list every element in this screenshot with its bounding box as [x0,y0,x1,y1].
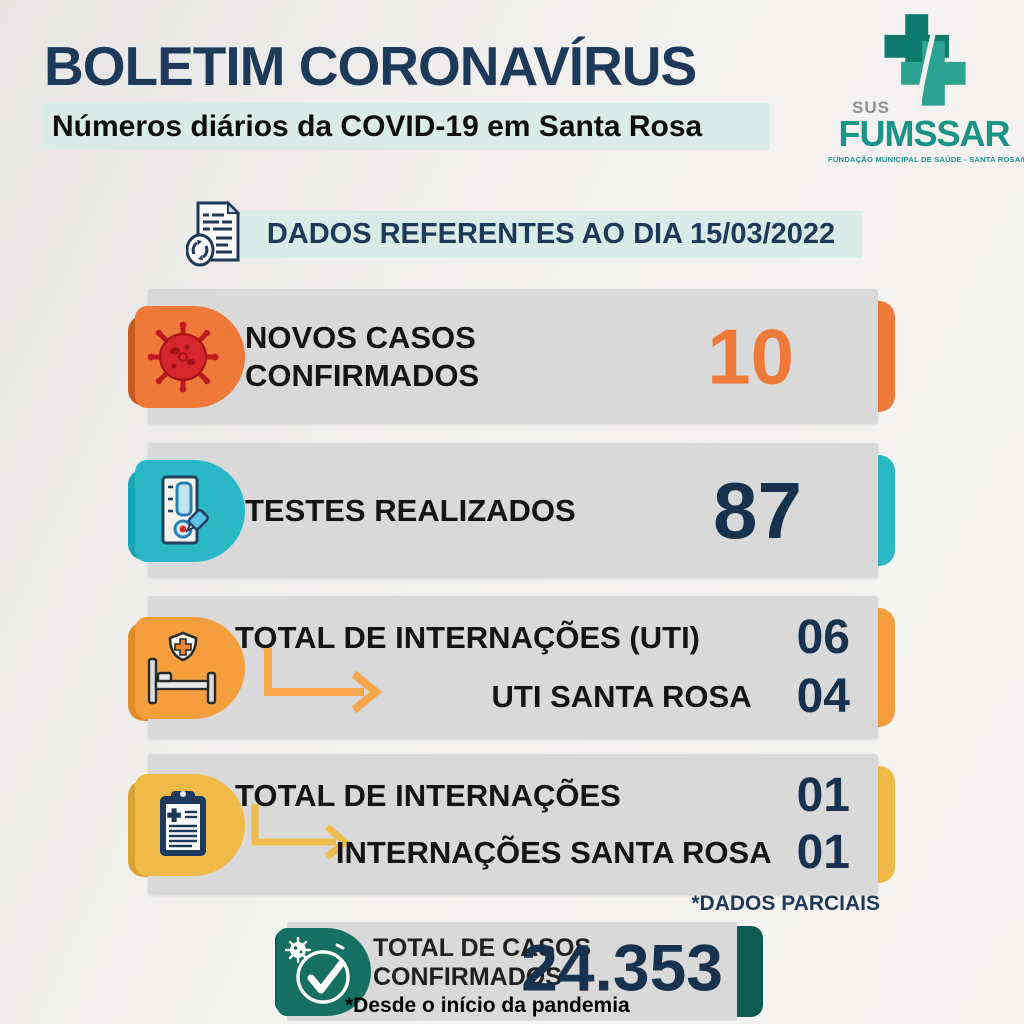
card-row-city: INTERNAÇÕES SANTA ROSA 01 [235,825,850,881]
row-value: 01 [796,769,850,822]
row-label: UTI SANTA ROSA [491,679,752,714]
card-label-line2: CONFIRMADOS [245,357,480,393]
card-novos-casos: NOVOS CASOS CONFIRMADOS 10 [128,289,895,424]
row-value: 04 [796,670,850,723]
card-row-total: TOTAL DE INTERNAÇÕES 01 [235,768,850,824]
card-icon-bump [135,616,245,719]
card-testes: TESTES REALIZADOS 87 [128,443,895,578]
coronavirus-icon [147,321,219,392]
card-internacoes: TOTAL DE INTERNAÇÕES 01 INTERNAÇÕES SANT… [128,754,895,895]
elbow-arrow-icon [264,648,383,714]
card-body: TOTAL DE CASOS CONFIRMADOS *Desde o iníc… [277,922,737,1021]
card-body: TESTES REALIZADOS 87 [135,443,878,578]
card-icon-bump [135,459,245,562]
covid-test-icon [161,475,209,544]
row-label: TOTAL DE INTERNAÇÕES [235,778,621,813]
medical-clipboard-icon [160,790,206,856]
card-body: TOTAL DE INTERNAÇÕES (UTI) 06 UTI SANTA … [135,596,878,739]
card-label: NOVOS CASOS CONFIRMADOS [245,319,479,395]
fumssar-tagline: FUNDAÇÃO MUNICIPAL DE SAÚDE - SANTA ROSA… [828,155,1024,164]
card-label: TESTES REALIZADOS [245,492,576,528]
fumssar-wordmark: FUMSSAR [838,113,1011,154]
total-label: TOTAL DE CASOS CONFIRMADOS [373,934,591,992]
card-value: 10 [707,312,794,400]
total-footnote: *Desde o início da pandemia [345,994,630,1017]
hospital-bed-shield-icon [147,631,217,704]
sus-label: SUS [852,98,890,117]
card-internacoes-uti: TOTAL DE INTERNAÇÕES (UTI) 06 UTI SANTA … [128,596,895,739]
check-circle-virus-icon [285,936,350,1004]
date-banner-label: DADOS REFERENTES AO DIA 15/03/2022 [240,211,862,258]
card-total-casos: TOTAL DE CASOS CONFIRMADOS *Desde o iníc… [275,922,763,1021]
card-icon-bump [277,927,371,1016]
row-value: 01 [796,826,850,879]
partial-data-note: *DADOS PARCIAIS [691,892,880,915]
card-label-line1: NOVOS CASOS [245,319,476,355]
total-value: 24.353 [521,929,723,1004]
row-label: TOTAL DE INTERNAÇÕES (UTI) [235,620,700,655]
card-icon-bump [135,305,245,408]
document-refresh-icon [186,200,241,267]
page-title: BOLETIM CORONAVÍRUS [44,35,697,97]
row-label: INTERNAÇÕES SANTA ROSA [335,835,772,870]
card-body: TOTAL DE INTERNAÇÕES 01 INTERNAÇÕES SANT… [135,754,878,895]
card-value: 87 [713,465,802,555]
page-subtitle: Números diários da COVID-19 em Santa Ros… [42,103,770,150]
card-body: NOVOS CASOS CONFIRMADOS 10 [135,289,878,424]
fumssar-logo: SUS FUMSSAR FUNDAÇÃO MUNICIPAL DE SAÚDE … [828,12,1024,164]
elbow-arrow-icon [251,804,351,860]
card-row-city: UTI SANTA ROSA 04 [235,669,850,725]
total-label-line1: TOTAL DE CASOS [373,934,592,962]
card-row-total: TOTAL DE INTERNAÇÕES (UTI) 06 [235,610,850,666]
card-icon-bump [135,773,245,876]
total-label-line2: CONFIRMADOS [373,963,562,991]
fumssar-cross-icon [884,14,966,113]
row-value: 06 [796,611,850,664]
